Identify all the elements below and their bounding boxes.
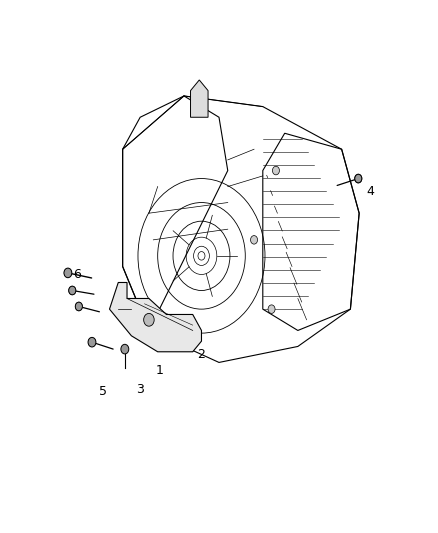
- Text: 4: 4: [366, 185, 374, 198]
- Circle shape: [355, 174, 362, 183]
- Circle shape: [251, 236, 258, 244]
- Circle shape: [144, 313, 154, 326]
- Circle shape: [268, 305, 275, 313]
- Text: 3: 3: [136, 383, 144, 395]
- Text: 2: 2: [198, 348, 205, 361]
- Circle shape: [121, 344, 129, 354]
- Circle shape: [64, 268, 72, 278]
- Circle shape: [355, 174, 362, 183]
- Circle shape: [88, 338, 95, 346]
- Circle shape: [272, 166, 279, 175]
- Circle shape: [64, 269, 71, 277]
- Text: 5: 5: [99, 385, 107, 398]
- Circle shape: [69, 286, 76, 295]
- Text: 1: 1: [156, 364, 164, 377]
- Polygon shape: [191, 80, 208, 117]
- Circle shape: [75, 302, 82, 311]
- Circle shape: [69, 286, 76, 295]
- Text: 6: 6: [73, 268, 81, 281]
- Polygon shape: [110, 282, 201, 352]
- Circle shape: [88, 337, 96, 347]
- Circle shape: [75, 302, 82, 311]
